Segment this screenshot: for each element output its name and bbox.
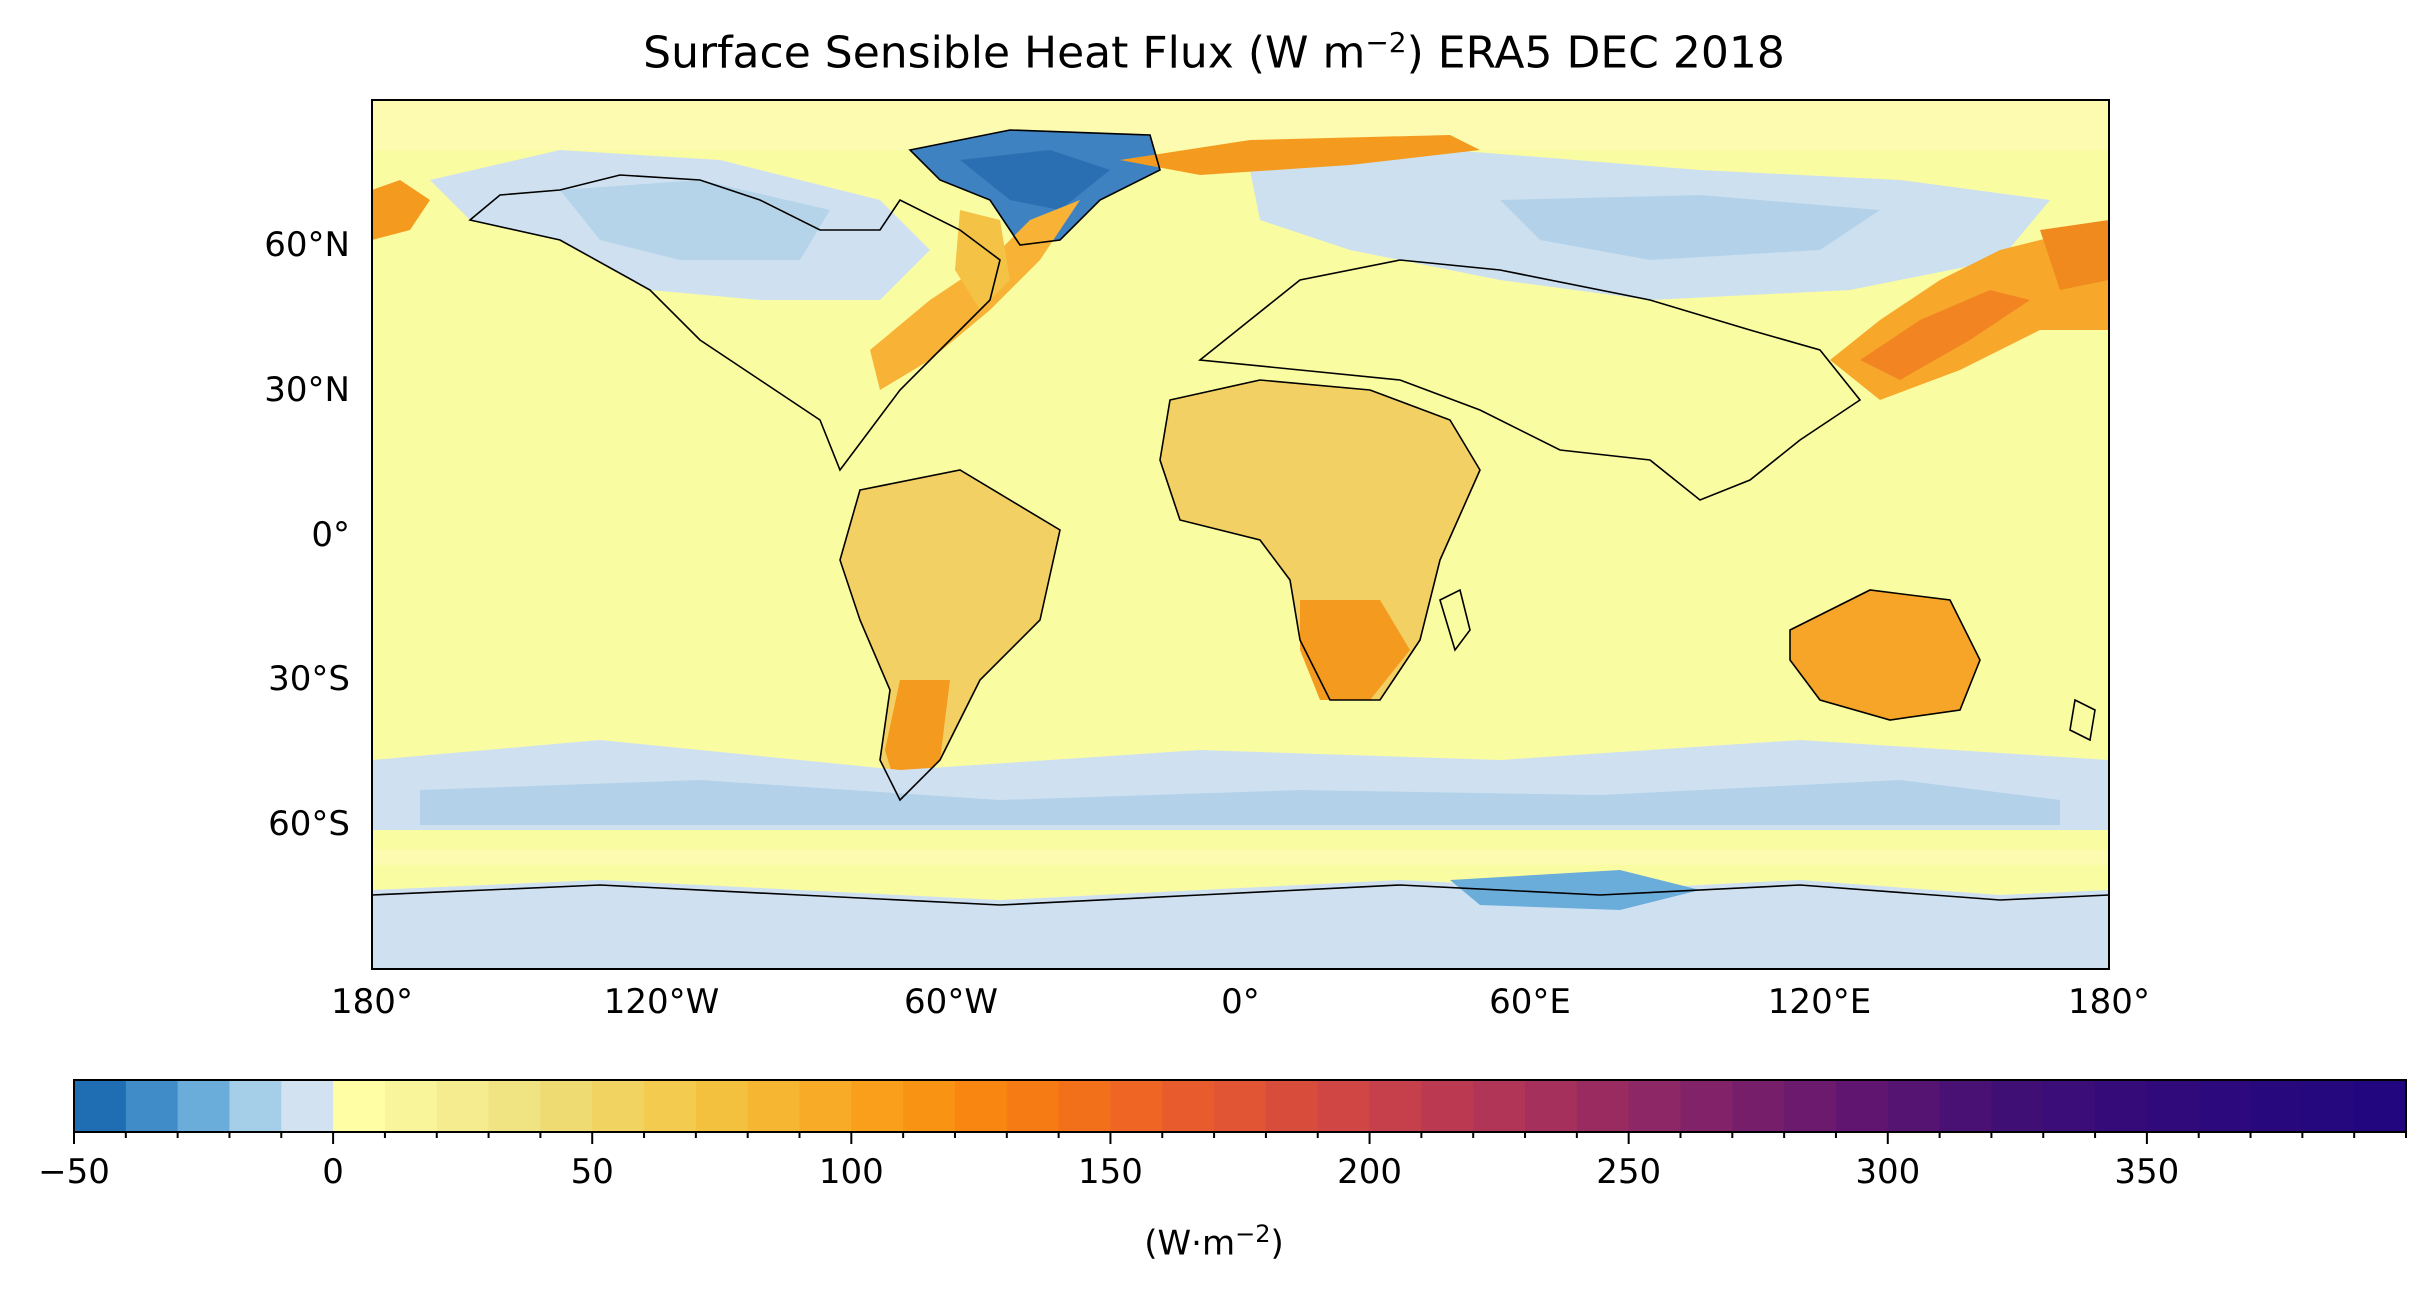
colorbar-frame [73, 1079, 2407, 1133]
colorbar-segment [2354, 1080, 2407, 1132]
labrador-warm [955, 210, 1010, 310]
colorbar-segment [1214, 1080, 1267, 1132]
colorbar-segment [281, 1080, 334, 1132]
southern-africa-warm [1300, 600, 1410, 700]
colorbar-segment [1680, 1080, 1733, 1132]
colorbar-segment [1784, 1080, 1837, 1132]
colorbar-segment [1835, 1080, 1889, 1132]
antarctica-cold-core [1450, 870, 1700, 910]
antarctic-shelf [372, 850, 2109, 865]
colorbar-segment [125, 1080, 179, 1132]
southern-ocean-cold-core [420, 780, 2060, 825]
colorbar-segment [1317, 1080, 1371, 1132]
siberia-cold-core [1500, 195, 1880, 260]
map-frame [371, 99, 2110, 970]
colorbar-tick-label: 150 [1077, 1152, 1143, 1192]
colorbar-segment [436, 1080, 490, 1132]
longitude-tick-label: 180° [331, 982, 413, 1022]
australia-warm [1790, 590, 1980, 720]
colorbar-label: (W·m−2) [1144, 1220, 1284, 1264]
colorbar-segment [1421, 1080, 1474, 1132]
colorbar-tick-label: 0 [322, 1152, 344, 1192]
colorbar-segment [954, 1080, 1008, 1132]
colorbar-segment [1887, 1080, 1941, 1132]
longitude-tick-label: 60°W [904, 982, 998, 1022]
colorbar-segment [1369, 1080, 1422, 1132]
colorbar-segment [1525, 1080, 1578, 1132]
antarctica-cold [372, 880, 2109, 969]
colorbar-segment [2043, 1080, 2096, 1132]
colorbar-segment [540, 1080, 593, 1132]
colorbar-segment [1732, 1080, 1785, 1132]
colorbar-segment [2250, 1080, 2303, 1132]
colorbar-segment [229, 1080, 282, 1132]
longitude-tick-label: 60°E [1489, 982, 1571, 1022]
colorbar-tick-label: 100 [818, 1152, 884, 1192]
alaska-warm [372, 180, 430, 240]
latitude-tick-label: 60°S [268, 804, 350, 845]
colorbar-segment [747, 1080, 801, 1132]
colorbar [73, 1080, 2407, 1144]
colorbar-tick-label: 200 [1337, 1152, 1402, 1192]
latitude-tick-label: 0° [311, 514, 350, 555]
colorbar-tick-label: −50 [38, 1152, 110, 1192]
colorbar-segment [488, 1080, 541, 1132]
colorbar-segment [74, 1080, 127, 1132]
colorbar-segment [695, 1080, 749, 1132]
colorbar-segment [1628, 1080, 1681, 1132]
colorbar-segment [2302, 1080, 2355, 1132]
longitude-tick-label: 180° [2068, 982, 2150, 1022]
colorbar-segment [1939, 1080, 1992, 1132]
colorbar-segment [644, 1080, 697, 1132]
latitude-tick-label: 30°N [264, 369, 350, 410]
colorbar-segment [1058, 1080, 1111, 1132]
colorbar-tick-label: 50 [570, 1152, 614, 1192]
canada-cold-core [560, 180, 830, 260]
bering-warm [2040, 220, 2109, 290]
coastlines [371, 129, 2110, 906]
greenland-core [960, 150, 1110, 210]
colorbar-segment [384, 1080, 438, 1132]
map-field [372, 100, 2109, 969]
colorbar-segment [1265, 1080, 1319, 1132]
colorbar-tick-label: 300 [1855, 1152, 1921, 1192]
colorbar-segment [1006, 1080, 1060, 1132]
latitude-tick-label: 30°S [268, 659, 350, 700]
colorbar-segment [333, 1080, 386, 1132]
kuroshio-core [1860, 290, 2030, 380]
colorbar-segment [1110, 1080, 1163, 1132]
colorbar-tick-label: 250 [1596, 1152, 1662, 1192]
africa-warm [1160, 380, 1480, 700]
colorbar-segment [2198, 1080, 2252, 1132]
longitude-tick-label: 120°W [603, 982, 720, 1022]
colorbar-segment [1162, 1080, 1215, 1132]
colorbar-segment [799, 1080, 852, 1132]
longitude-tick-label: 120°E [1767, 982, 1872, 1022]
colorbar-segment [2146, 1080, 2200, 1132]
colorbar-segment [1473, 1080, 1526, 1132]
nordic-seas-warm [1120, 135, 1480, 175]
colorbar-segment [1576, 1080, 1630, 1132]
colorbar-segment [851, 1080, 904, 1132]
chart-title: Surface Sensible Heat Flux (W m−2) ERA5 … [643, 26, 1785, 79]
longitude-tick-label: 0° [1221, 982, 1260, 1022]
colorbar-segment [903, 1080, 956, 1132]
colorbar-segment [177, 1080, 230, 1132]
latitude-tick-label: 60°N [264, 224, 350, 265]
colorbar-segment [2095, 1080, 2148, 1132]
colorbar-segment [1991, 1080, 2044, 1132]
colorbar-segment [592, 1080, 645, 1132]
colorbar-tick-label: 350 [2114, 1152, 2180, 1192]
